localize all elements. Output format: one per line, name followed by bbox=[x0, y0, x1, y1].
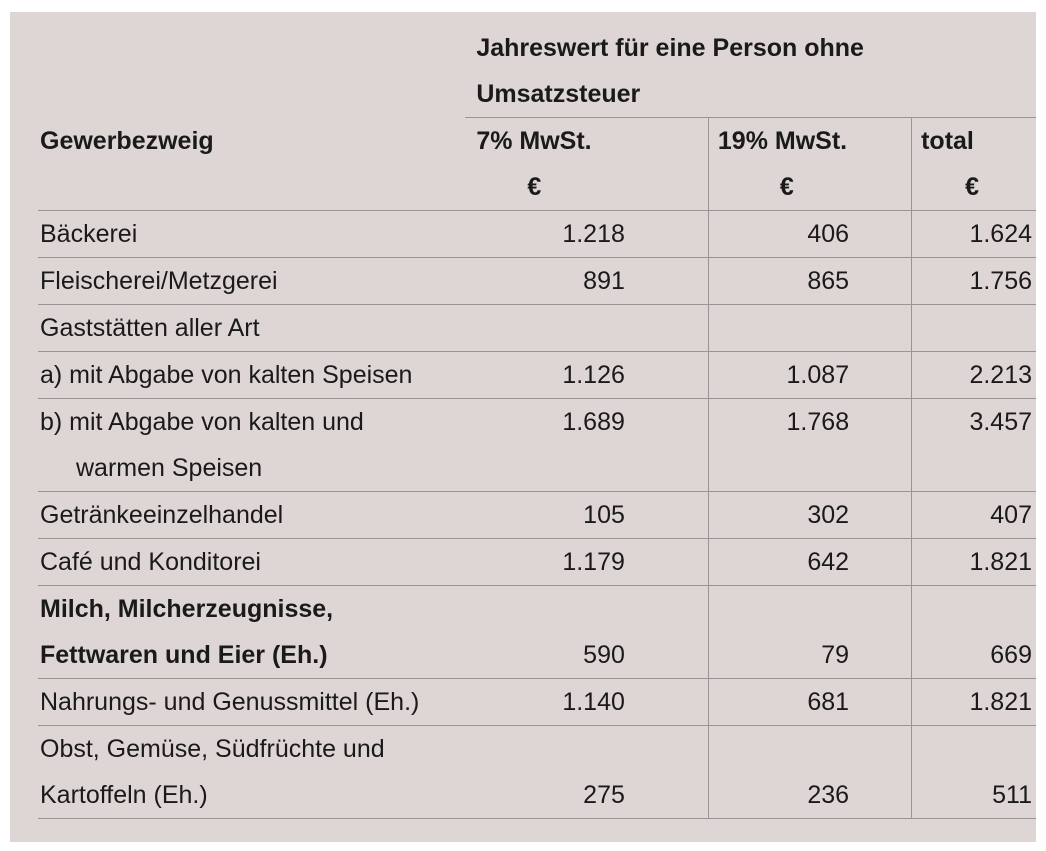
table-row: Café und Konditorei 1.179 642 1.821 bbox=[38, 538, 1036, 586]
value-total: 669 bbox=[911, 632, 1036, 679]
value-19 bbox=[707, 585, 912, 632]
row-label: Obst, Gemüse, Südfrüchte und bbox=[40, 735, 385, 763]
value-7: 1.126 bbox=[465, 351, 709, 399]
value-total bbox=[911, 445, 1036, 492]
value-total: 1.821 bbox=[911, 678, 1036, 726]
value-total: 407 bbox=[911, 491, 1036, 539]
value-19: 236 bbox=[707, 772, 912, 819]
value-total: 1.821 bbox=[911, 538, 1036, 586]
value-total: 511 bbox=[911, 772, 1036, 819]
value-19: 865 bbox=[707, 257, 912, 305]
value-19: 1.087 bbox=[707, 351, 912, 399]
value-7: 1.689 bbox=[562, 408, 625, 436]
value-7: 105 bbox=[465, 491, 709, 539]
row-label: Getränkeeinzelhandel bbox=[38, 491, 466, 539]
value-total: 3.457 bbox=[911, 398, 1036, 445]
value-7 bbox=[465, 304, 709, 352]
table-row: Nahrungs- und Genussmittel (Eh.) 1.140 681… bbox=[38, 678, 1036, 726]
row-label: b) mit Abgabe von kalten und bbox=[40, 408, 364, 436]
table-row: Fleischerei/Metzgerei 891 865 1.756 bbox=[38, 257, 1036, 305]
value-7: 1.140 bbox=[465, 678, 709, 726]
tax-value-table: Jahreswert für eine Person ohne Umsatzst… bbox=[38, 25, 1036, 819]
table-row: a) mit Abgabe von kalten Speisen 1.126 1.0… bbox=[38, 351, 1036, 399]
row-label-continued: Kartoffeln (Eh.) bbox=[38, 772, 466, 819]
table-row: Obst, Gemüse, Südfrüchte und bbox=[38, 725, 1036, 773]
header-row-currency: € € € bbox=[38, 164, 1036, 211]
table-row: Getränkeeinzelhandel 105 302 407 bbox=[38, 491, 1036, 539]
col-header-19: 19% MwSt. bbox=[707, 117, 912, 164]
row-label: Fleischerei/Metzgerei bbox=[38, 257, 466, 305]
col-header-7: 7% MwSt. bbox=[476, 127, 592, 155]
row-label: Nahrungs- und Genussmittel (Eh.) bbox=[38, 678, 466, 726]
group-title-2: Umsatzsteuer bbox=[465, 71, 709, 118]
table-row: Kartoffeln (Eh.) 275 236 511 bbox=[38, 772, 1036, 819]
value-19: 79 bbox=[707, 632, 912, 679]
value-19: 681 bbox=[707, 678, 912, 726]
row-label: Bäckerei bbox=[38, 210, 466, 258]
value-total bbox=[911, 725, 1036, 772]
value-7: 275 bbox=[465, 772, 709, 819]
value-7 bbox=[465, 586, 708, 633]
value-7: 590 bbox=[465, 632, 709, 679]
value-7 bbox=[465, 445, 709, 492]
table-row: warmen Speisen bbox=[38, 445, 1036, 492]
table-row: Bäckerei 1.218 406 1.624 bbox=[38, 210, 1036, 258]
value-19: 406 bbox=[707, 210, 912, 258]
row-label-continued: warmen Speisen bbox=[38, 445, 466, 492]
table-body: Bäckerei 1.218 406 1.624 Fleischerei/Metzger… bbox=[38, 210, 1036, 819]
value-19: 642 bbox=[707, 538, 912, 586]
row-label: Milch, Milcherzeugnisse, bbox=[40, 595, 334, 623]
value-total: 2.213 bbox=[911, 351, 1036, 399]
group-title: Jahreswert für eine Person ohne bbox=[476, 34, 864, 62]
row-label: Café und Konditorei bbox=[38, 538, 466, 586]
currency-19: € bbox=[707, 164, 912, 211]
value-7: 1.179 bbox=[465, 538, 709, 586]
value-total: 1.756 bbox=[911, 257, 1036, 305]
value-19 bbox=[707, 725, 912, 772]
value-19 bbox=[707, 445, 912, 492]
value-19 bbox=[707, 304, 912, 352]
table-row: Gaststätten aller Art bbox=[38, 304, 1036, 352]
table-row: Fettwaren und Eier (Eh.) 590 79 669 bbox=[38, 632, 1036, 679]
value-19: 302 bbox=[707, 491, 912, 539]
table-row: Milch, Milcherzeugnisse, bbox=[38, 585, 1036, 633]
value-7: 1.218 bbox=[465, 210, 709, 258]
currency-7: € bbox=[465, 164, 709, 211]
currency-total: € bbox=[911, 164, 1036, 211]
header-row-1: Jahreswert für eine Person ohne bbox=[38, 25, 1036, 71]
table-row: b) mit Abgabe von kalten und 1.689 1.768 3.… bbox=[38, 398, 1036, 445]
row-label-continued: Fettwaren und Eier (Eh.) bbox=[38, 632, 466, 679]
col-header-total: total bbox=[911, 117, 1036, 164]
value-7 bbox=[465, 726, 708, 773]
table-panel: Jahreswert für eine Person ohne Umsatzst… bbox=[10, 12, 1036, 842]
value-7: 891 bbox=[465, 257, 709, 305]
value-total bbox=[911, 304, 1036, 352]
row-label: a) mit Abgabe von kalten Speisen bbox=[38, 351, 466, 399]
header-row-2: Umsatzsteuer bbox=[38, 71, 1036, 118]
value-total: 1.624 bbox=[911, 210, 1036, 258]
col-header-label: Gewerbezweig bbox=[40, 126, 214, 155]
value-19: 1.768 bbox=[707, 398, 912, 445]
header-row-3: Gewerbezweig 7% MwSt. 19% MwSt. total bbox=[38, 117, 1036, 164]
value-total bbox=[911, 585, 1036, 632]
row-label: Gaststätten aller Art bbox=[38, 304, 466, 352]
